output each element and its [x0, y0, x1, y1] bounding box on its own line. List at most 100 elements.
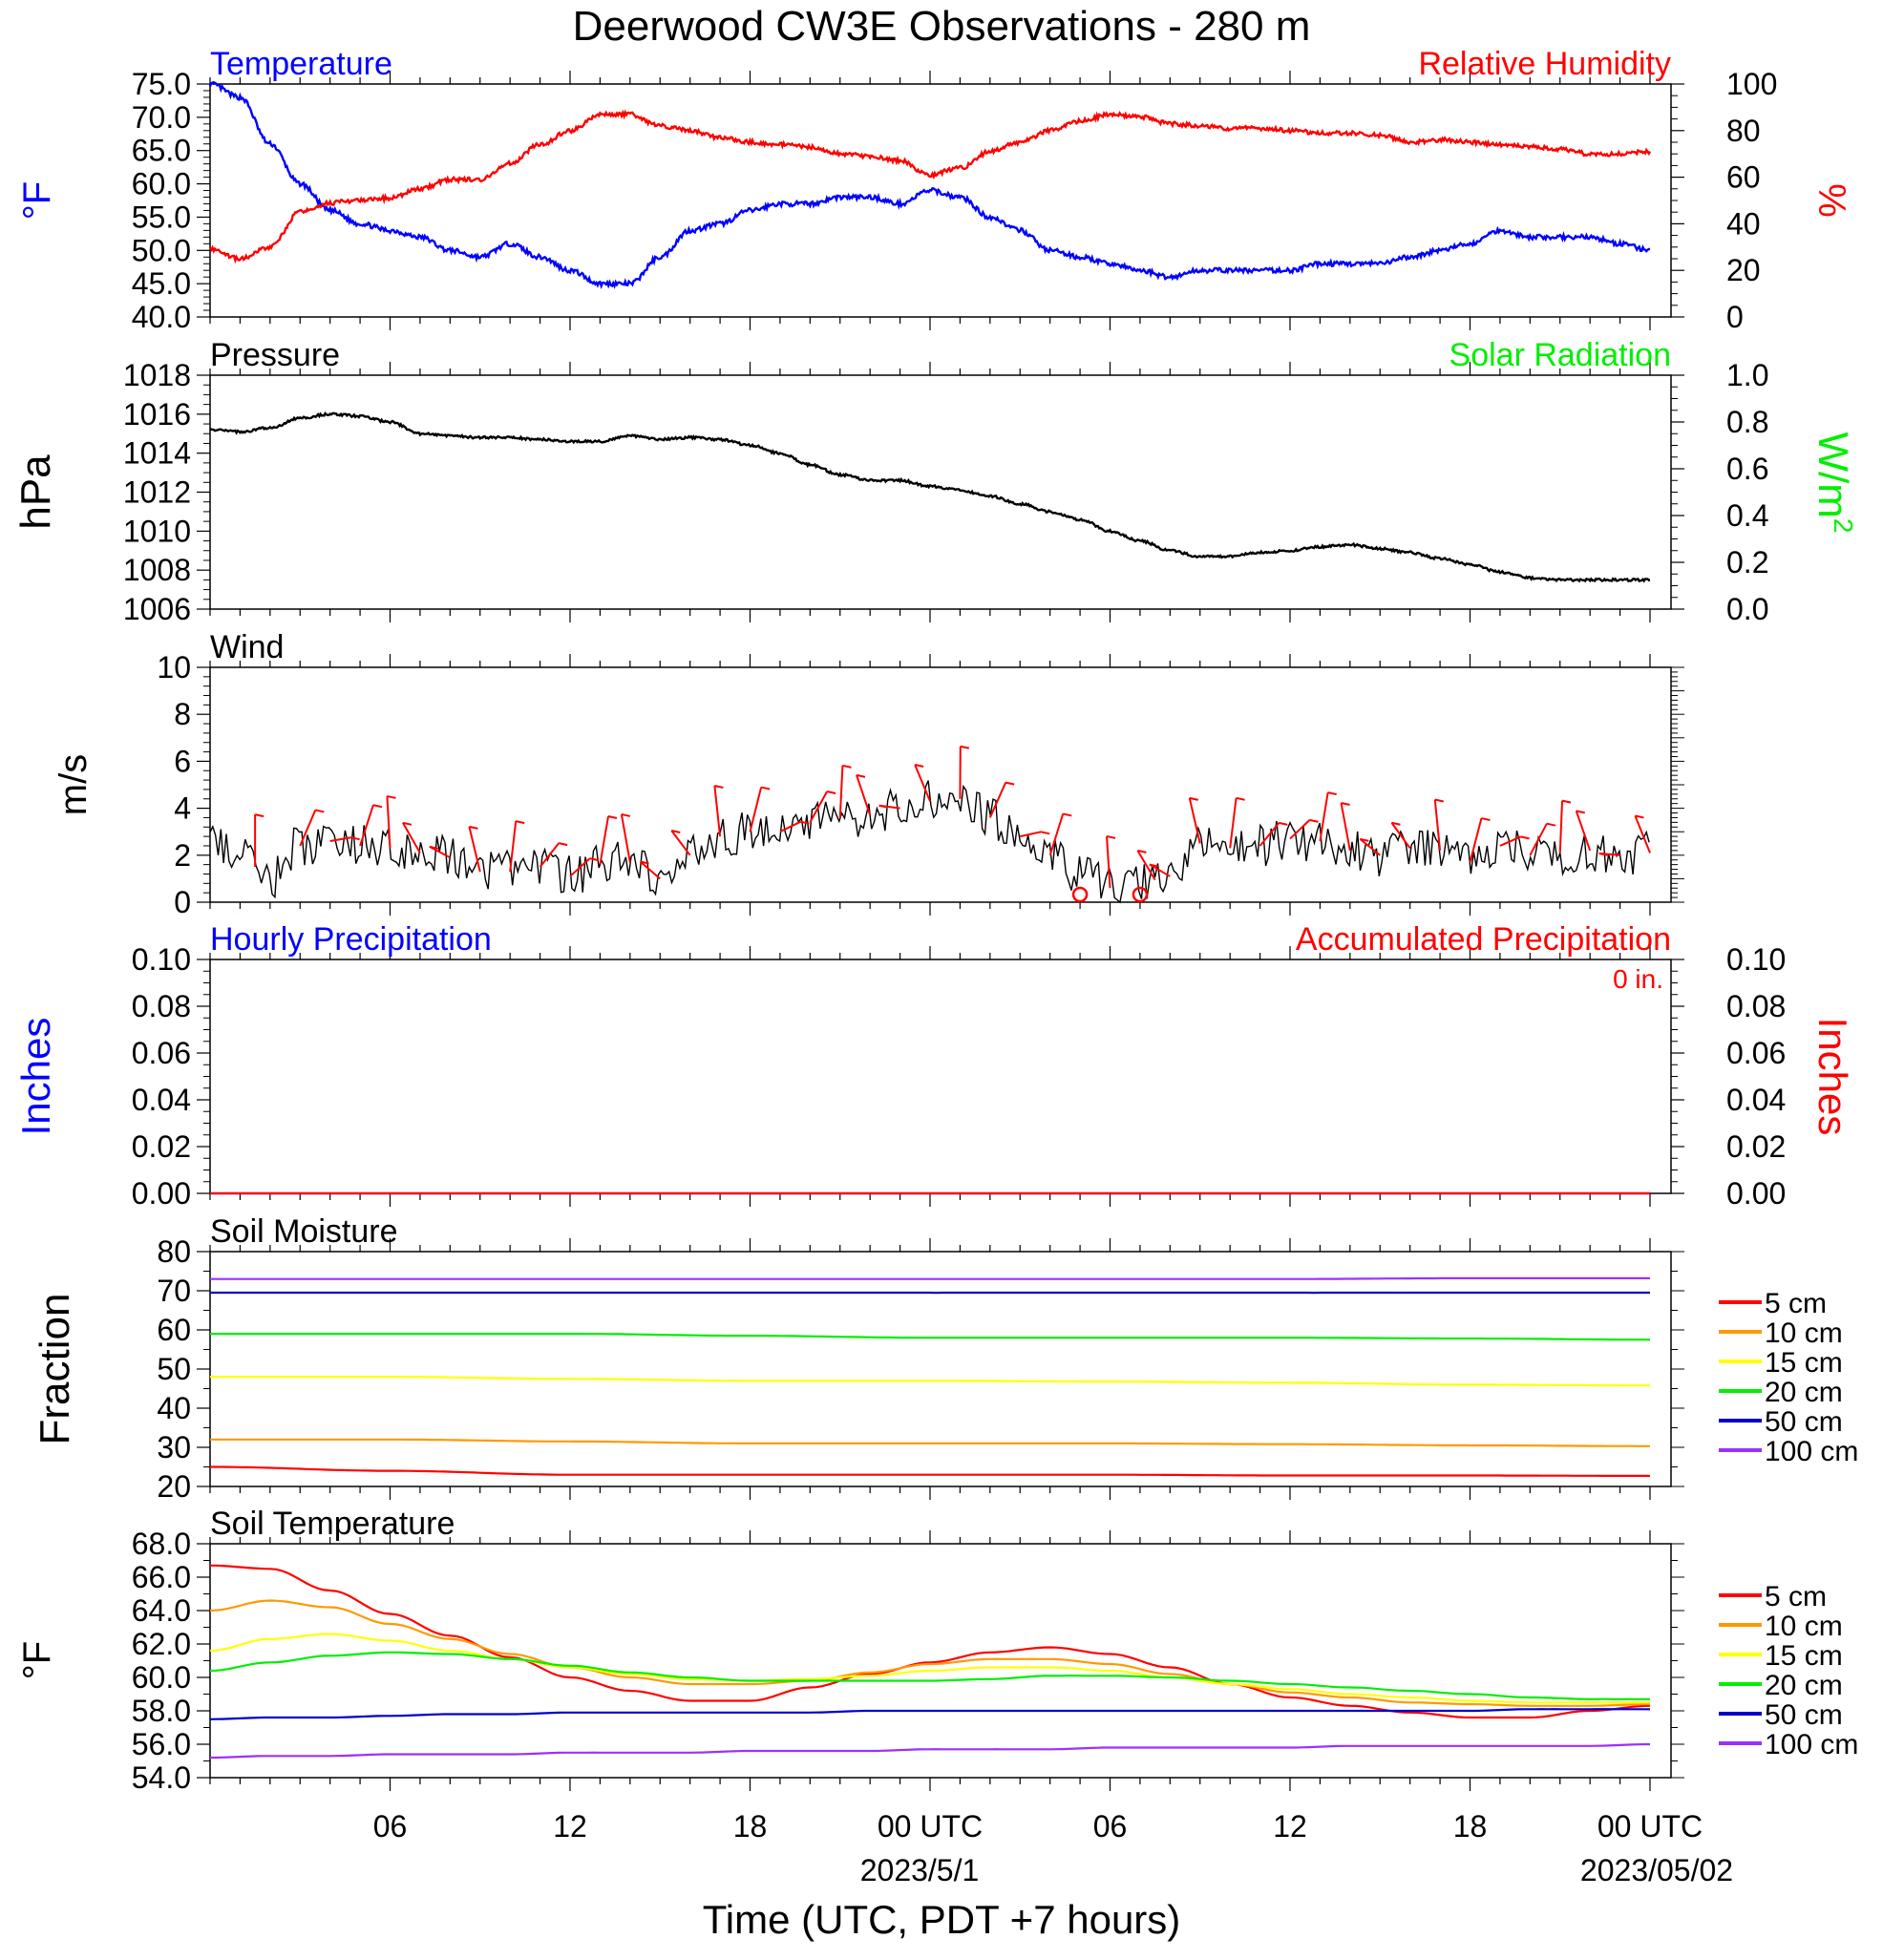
right-unit-label: Inches [1810, 1018, 1855, 1136]
y-tick-label: 20 [157, 1469, 191, 1504]
wind-barb [1340, 802, 1351, 852]
legend-label: 50 cm [1765, 1406, 1843, 1438]
soil-line-5cm [210, 1564, 1651, 1719]
wind-barb-flag [1360, 837, 1369, 842]
pressure-title: Pressure [210, 337, 340, 373]
calm-wind-circle [1071, 886, 1089, 903]
wind-barb [509, 821, 518, 873]
calm-wind-circle [1132, 886, 1149, 903]
y-tick-label: 20 [1726, 253, 1761, 287]
wind-barb [539, 842, 560, 868]
y-tick-label: 6 [174, 744, 191, 778]
temperature-humidity-panel: 75.070.065.060.055.050.045.040.0 100 80 60 4… [16, 46, 1852, 334]
plot-frame [209, 959, 1672, 1194]
x-tick-label: 06 [1093, 1809, 1128, 1844]
wind-barb [1390, 822, 1411, 850]
date-label-2: 2023/05/02 [1580, 1853, 1733, 1887]
y-tick-label: 0.0 [1726, 592, 1768, 626]
y-tick-label: 0.8 [1726, 405, 1768, 439]
y-tick-label: 0.08 [132, 989, 191, 1023]
y-tick-label: 60.0 [132, 167, 191, 201]
y-tick-label: 70.0 [132, 100, 191, 135]
y-tick-label: 0.06 [132, 1036, 191, 1070]
wind-barb-flag [1561, 799, 1572, 804]
y-tick-label: 1012 [123, 475, 191, 510]
legend-label: 15 cm [1765, 1347, 1843, 1379]
wind-barb [1149, 863, 1171, 877]
wind-barb-flag [372, 804, 383, 809]
wind-barb [1106, 835, 1111, 889]
x-tick-label: 18 [733, 1809, 768, 1844]
y-tick-label: 10 [157, 650, 191, 685]
x-tick-label: 18 [1453, 1809, 1488, 1844]
soil-line-100cm [210, 1276, 1650, 1280]
wind-barb-flag [1598, 852, 1608, 856]
wind-barb-flag [1137, 849, 1147, 854]
legend-label: 5 cm [1765, 1288, 1827, 1319]
y-tick-label: 75.0 [132, 67, 191, 101]
wind-barb-flag [1279, 821, 1288, 826]
wind-barb-flag [1106, 834, 1116, 839]
wind-barb-flag [760, 786, 771, 790]
y-tick-label: 1006 [123, 592, 191, 626]
x-tick-label: 12 [1273, 1809, 1307, 1844]
wind-barb [713, 785, 722, 837]
left-unit-label: hPa [12, 454, 59, 530]
y-tick-label: 0 [174, 885, 191, 919]
legend-label: 50 cm [1765, 1699, 1843, 1731]
y-tick-label: 54.0 [132, 1760, 191, 1795]
left-unit-label: m/s [53, 754, 95, 815]
y-tick-label: 68.0 [132, 1527, 191, 1561]
right-unit-label: W/m2 [1809, 432, 1858, 534]
y-tick-label: 0.00 [132, 1176, 191, 1211]
x-tick-label: 12 [553, 1809, 587, 1844]
wind-barb [1136, 850, 1156, 881]
y-tick-label: 1.0 [1726, 358, 1768, 392]
wind-barb [856, 774, 872, 816]
left-unit-label: Inches [13, 1018, 58, 1136]
soil-line-20cm [210, 1333, 1651, 1341]
wind-barb [838, 765, 844, 818]
wind-barb [1229, 797, 1238, 849]
plot-frame [209, 83, 1672, 318]
y-tick-label: 1010 [123, 514, 191, 548]
wind-barb-flag [1546, 822, 1556, 827]
y-tick-label: 62.0 [132, 1627, 191, 1661]
wind-barb [1319, 791, 1329, 842]
y-tick-label: 0.2 [1726, 545, 1768, 580]
wind-barb [299, 810, 317, 847]
y-tick-label: 0.10 [132, 942, 191, 977]
left-unit-label: Fraction [32, 1294, 78, 1445]
y-tick-label: 2 [174, 838, 191, 873]
soil-line-10cm [209, 1599, 1650, 1707]
plot-frame [209, 666, 1672, 903]
wind-barb-flag [387, 794, 396, 799]
x-tick-label: 00 UTC [878, 1809, 983, 1844]
wind-barb-flag [1576, 810, 1585, 814]
y-tick-label: 1014 [123, 436, 191, 471]
y-tick-label: 70 [157, 1274, 191, 1308]
wind-barb-flag [621, 812, 631, 817]
legend-label: 15 cm [1765, 1640, 1843, 1672]
y-tick-label: 0.04 [132, 1083, 191, 1117]
wind-barb-flag [1327, 791, 1337, 796]
wind-barb [914, 764, 931, 802]
wind-barb [809, 790, 829, 823]
y-tick-label: 40.0 [132, 300, 191, 334]
wind-barb-flag [826, 790, 836, 795]
y-tick-label: 0.06 [1726, 1036, 1786, 1070]
y-tick-label: 0.10 [1726, 942, 1786, 977]
wind-barb-flag [856, 773, 866, 778]
wind-barb-flag [516, 820, 525, 825]
wind-barb [1558, 800, 1564, 854]
wind-barb-flag [960, 745, 970, 749]
precipitation-panel: 0.10 0.08 0.06 0.04 0.02 0.00 0.10 0.08 0.06 0.04… [13, 921, 1855, 1211]
left-unit-label: °F [16, 181, 58, 220]
wind-barb [1469, 817, 1483, 863]
wind-barb [749, 787, 763, 832]
y-tick-label: 0.02 [1726, 1129, 1786, 1164]
wind-barb-flag [315, 809, 325, 813]
y-tick-label: 55.0 [132, 200, 191, 234]
wind-barb-flag [1005, 781, 1015, 786]
